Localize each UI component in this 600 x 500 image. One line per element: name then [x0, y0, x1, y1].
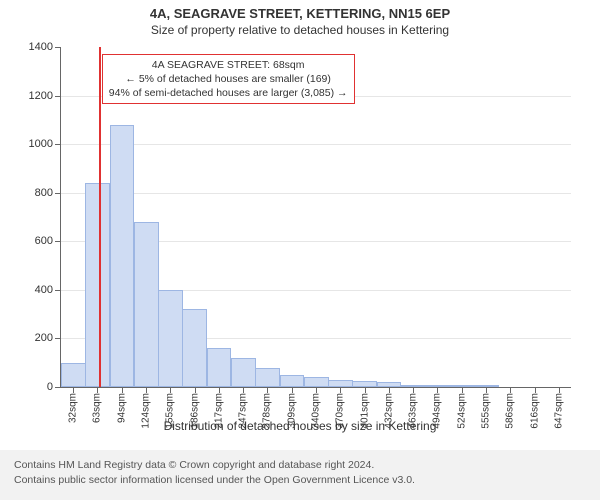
y-tick	[55, 144, 61, 145]
y-tick-label: 0	[47, 381, 53, 393]
histogram-bar	[280, 375, 305, 387]
y-tick-label: 1000	[29, 138, 53, 150]
footer: Contains HM Land Registry data © Crown c…	[0, 450, 600, 500]
footer-line-2: Contains public sector information licen…	[14, 473, 586, 488]
x-axis-label: Distribution of detached houses by size …	[0, 419, 600, 433]
y-tick	[55, 290, 61, 291]
y-tick	[55, 96, 61, 97]
histogram-bar	[61, 363, 86, 387]
y-tick	[55, 241, 61, 242]
histogram-bar	[110, 125, 135, 387]
page-subtitle: Size of property relative to detached ho…	[0, 21, 600, 39]
y-tick	[55, 47, 61, 48]
histogram-bar	[85, 183, 110, 387]
y-tick-label: 1200	[29, 90, 53, 102]
marker-line	[99, 47, 101, 387]
histogram-bar	[158, 290, 183, 387]
page-title: 4A, SEAGRAVE STREET, KETTERING, NN15 6EP	[0, 0, 600, 21]
annotation-line-2: ← 5% of detached houses are smaller (169…	[109, 72, 348, 86]
footer-line-1: Contains HM Land Registry data © Crown c…	[14, 458, 586, 473]
annotation-box: 4A SEAGRAVE STREET: 68sqm ← 5% of detach…	[102, 54, 355, 105]
annotation-line-1: 4A SEAGRAVE STREET: 68sqm	[109, 58, 348, 72]
y-tick	[55, 338, 61, 339]
chart-container: Number of detached properties 0200400600…	[0, 39, 600, 437]
y-tick-label: 400	[35, 284, 53, 296]
plot-area: 020040060080010001200140032sqm63sqm94sqm…	[60, 47, 571, 388]
y-tick	[55, 193, 61, 194]
grid-line	[61, 193, 571, 194]
histogram-bar	[182, 309, 207, 387]
histogram-bar	[304, 377, 329, 387]
y-tick-label: 800	[35, 187, 53, 199]
y-tick-label: 1400	[29, 41, 53, 53]
y-tick-label: 200	[35, 332, 53, 344]
histogram-bar	[207, 348, 232, 387]
histogram-bar	[255, 368, 280, 387]
grid-line	[61, 144, 571, 145]
annotation-line-3: 94% of semi-detached houses are larger (…	[109, 86, 348, 100]
histogram-bar	[328, 380, 353, 387]
y-tick-label: 600	[35, 235, 53, 247]
y-tick	[55, 387, 61, 388]
histogram-bar	[231, 358, 256, 387]
histogram-bar	[134, 222, 159, 387]
